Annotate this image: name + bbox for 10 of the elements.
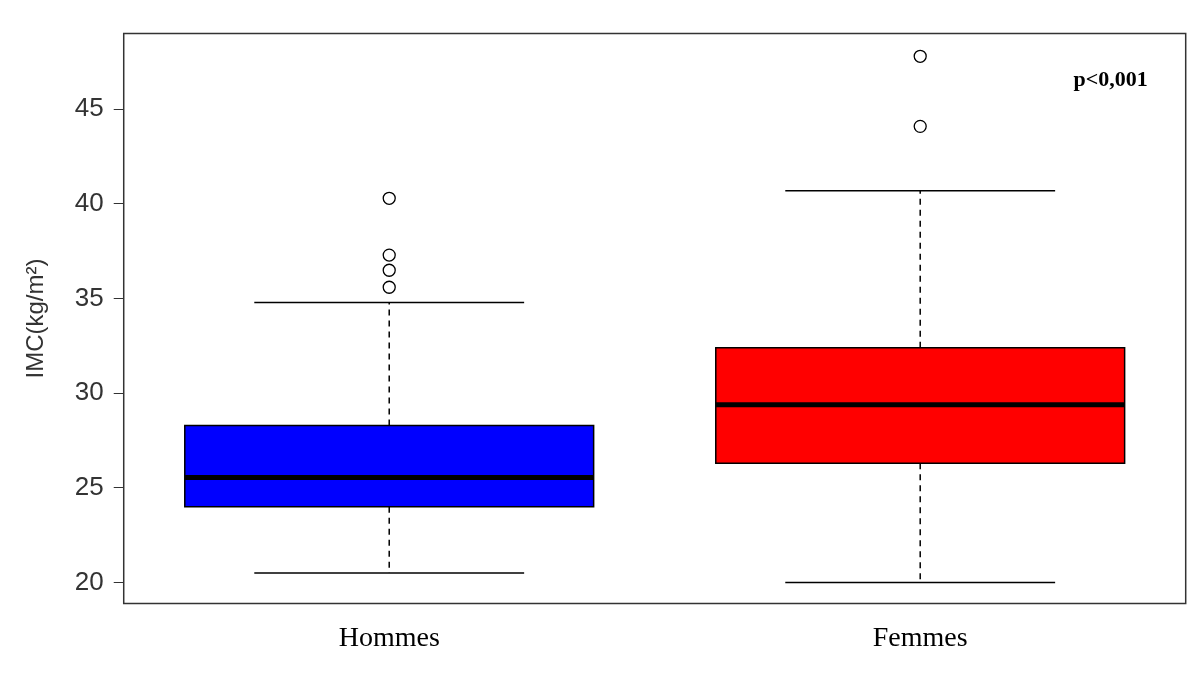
y-tick-label: 45 <box>74 92 104 123</box>
x-tick-label: Femmes <box>872 620 968 652</box>
y-axis-title: IMC(kg/m²) <box>21 258 49 379</box>
x-tick-label: Hommes <box>338 620 440 652</box>
y-tick-label: 20 <box>74 565 104 596</box>
y-tick-label: 30 <box>74 376 104 407</box>
y-tick-label: 25 <box>74 471 104 502</box>
y-tick-label: 40 <box>74 187 104 218</box>
y-tick-label: 35 <box>74 281 104 312</box>
annotation: p<0,001 <box>1073 66 1148 92</box>
